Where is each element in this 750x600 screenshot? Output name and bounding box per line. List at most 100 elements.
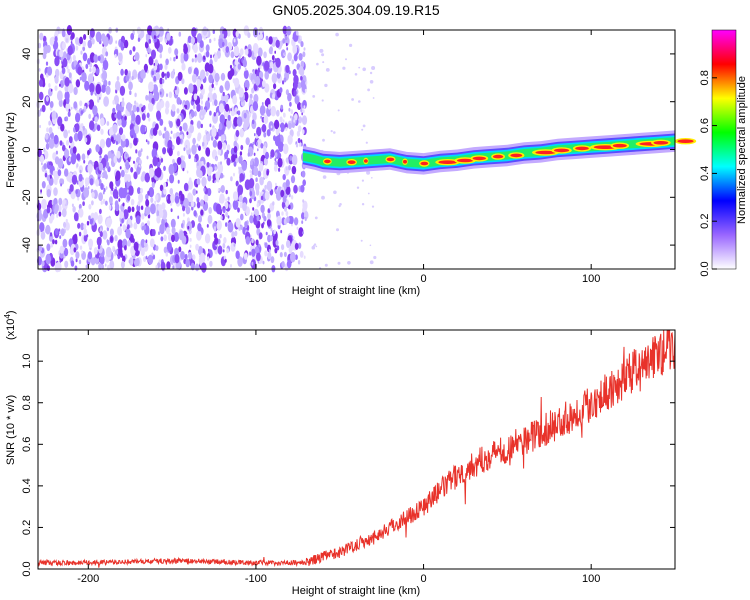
signal-core-red bbox=[364, 159, 368, 163]
noise-blob bbox=[50, 132, 54, 140]
signal-core-red bbox=[420, 161, 429, 166]
noise-blob bbox=[73, 233, 78, 241]
noise-blob bbox=[240, 225, 243, 230]
noise-blob bbox=[301, 112, 304, 116]
noise-blob bbox=[270, 256, 275, 264]
noise-blob bbox=[206, 224, 209, 228]
noise-blob bbox=[213, 232, 217, 239]
noise-blob bbox=[106, 239, 109, 244]
noise-blob bbox=[177, 215, 180, 220]
noise-blob bbox=[256, 126, 262, 137]
noise-blob bbox=[99, 54, 105, 64]
noise-blob bbox=[264, 142, 267, 147]
noise-blob bbox=[64, 148, 70, 159]
noise-blob bbox=[127, 240, 131, 247]
noise-blob bbox=[122, 224, 127, 232]
noise-blob bbox=[151, 49, 156, 60]
noise-blob bbox=[259, 105, 266, 116]
noise-blob bbox=[240, 213, 244, 221]
noise-blob bbox=[237, 63, 242, 70]
noise-blob bbox=[78, 259, 82, 265]
noise-blob bbox=[176, 108, 180, 114]
noise-blob bbox=[64, 77, 70, 87]
noise-blob bbox=[247, 48, 252, 58]
noise-blob bbox=[80, 222, 85, 231]
noise-blob bbox=[194, 43, 198, 49]
y-tick-label: 0.0 bbox=[21, 561, 33, 576]
noise-blob bbox=[177, 71, 183, 81]
noise-blob bbox=[190, 36, 195, 45]
noise-blob bbox=[70, 260, 75, 267]
noise-blob bbox=[276, 245, 280, 251]
noise-blob bbox=[135, 114, 141, 125]
noise-blob bbox=[121, 134, 126, 142]
noise-blob bbox=[183, 182, 189, 192]
noise-blob bbox=[183, 52, 189, 62]
noise-blob bbox=[91, 200, 94, 206]
noise-blob bbox=[284, 35, 288, 41]
noise-dot bbox=[360, 239, 363, 242]
noise-blob bbox=[159, 88, 165, 98]
snr-frame bbox=[37, 329, 676, 570]
noise-blob bbox=[244, 67, 247, 72]
noise-blob bbox=[220, 161, 222, 165]
noise-blob bbox=[257, 148, 259, 152]
noise-blob bbox=[58, 228, 60, 232]
noise-blob bbox=[166, 178, 169, 182]
noise-blob bbox=[196, 183, 198, 188]
noise-blob bbox=[48, 161, 51, 166]
noise-blob bbox=[63, 51, 67, 58]
noise-blob bbox=[274, 50, 277, 54]
noise-blob bbox=[224, 103, 230, 112]
noise-blob bbox=[253, 70, 256, 75]
noise-dot bbox=[371, 205, 375, 208]
noise-blob bbox=[253, 166, 259, 177]
noise-blob bbox=[225, 222, 228, 227]
noise-blob bbox=[49, 232, 53, 237]
noise-blob bbox=[62, 41, 66, 50]
noise-blob bbox=[127, 224, 130, 230]
noise-blob bbox=[184, 253, 188, 260]
noise-blob bbox=[281, 244, 285, 251]
noise-blob bbox=[110, 236, 113, 242]
noise-blob bbox=[302, 109, 305, 114]
noise-blob bbox=[145, 193, 149, 201]
noise-blob bbox=[263, 51, 267, 59]
noise-blob bbox=[181, 78, 185, 85]
noise-blob bbox=[220, 215, 223, 220]
noise-blob bbox=[278, 152, 282, 159]
noise-blob bbox=[178, 246, 182, 253]
noise-blob bbox=[119, 210, 124, 220]
noise-blob bbox=[266, 180, 273, 192]
noise-blob bbox=[264, 99, 269, 107]
noise-blob bbox=[41, 198, 47, 210]
noise-blob bbox=[272, 201, 275, 206]
noise-dot bbox=[322, 61, 325, 64]
noise-blob bbox=[198, 215, 202, 223]
noise-blob bbox=[62, 247, 65, 251]
noise-blob bbox=[175, 55, 178, 60]
noise-blob bbox=[137, 150, 142, 158]
noise-blob bbox=[200, 209, 204, 216]
noise-dot bbox=[358, 100, 361, 103]
noise-blob bbox=[219, 114, 225, 125]
noise-blob bbox=[285, 157, 289, 163]
noise-blob bbox=[113, 95, 119, 105]
noise-blob bbox=[92, 105, 98, 116]
noise-blob bbox=[168, 91, 173, 99]
noise-blob bbox=[109, 181, 114, 190]
noise-blob bbox=[70, 41, 73, 44]
noise-blob bbox=[243, 252, 248, 260]
noise-blob bbox=[301, 212, 305, 220]
noise-blob bbox=[251, 119, 255, 125]
noise-blob bbox=[88, 215, 91, 221]
noise-blob bbox=[150, 197, 154, 204]
noise-blob bbox=[169, 57, 172, 61]
noise-blob bbox=[232, 199, 239, 210]
noise-blob bbox=[264, 60, 270, 71]
noise-blob bbox=[196, 162, 199, 167]
noise-blob bbox=[89, 218, 94, 225]
y-tick-label: 1.0 bbox=[21, 354, 33, 369]
noise-dot bbox=[345, 58, 347, 61]
noise-blob bbox=[215, 157, 218, 161]
